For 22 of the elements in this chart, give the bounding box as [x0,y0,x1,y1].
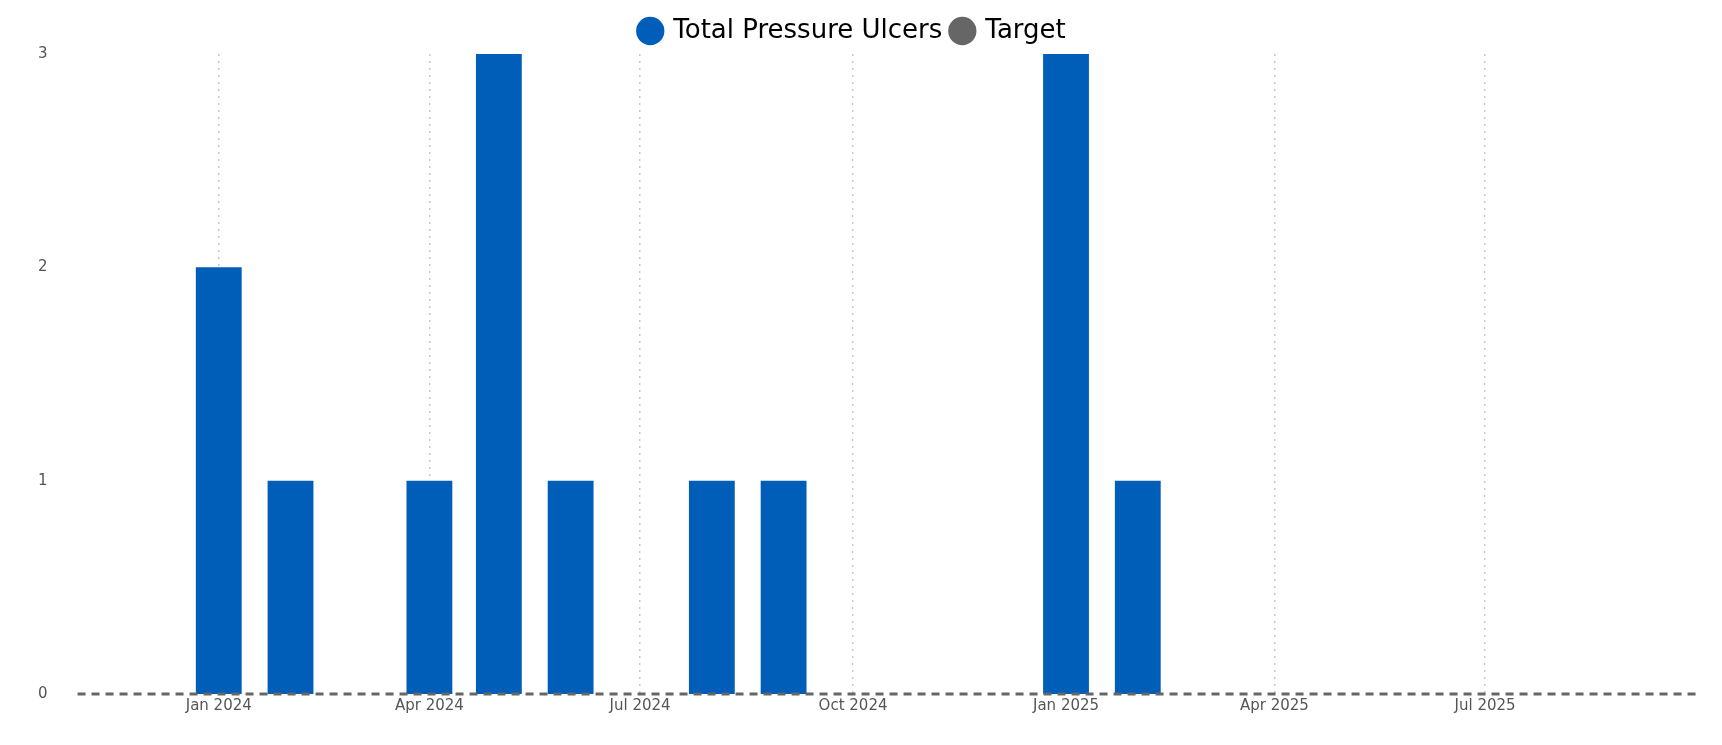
bar [406,480,453,694]
x-tick-label: Jan 2025 [1031,695,1100,714]
x-tick-label: Jul 2025 [1453,695,1516,714]
x-tick-label: Apr 2024 [394,695,464,714]
bar [547,480,594,694]
bar [1114,480,1161,694]
legend-label: Target [984,13,1066,44]
legend-label: Total Pressure Ulcers [672,13,943,44]
x-tick-label: Oct 2024 [818,695,888,714]
bar [267,480,314,694]
x-tick-label: Jan 2024 [184,695,252,714]
x-tick-label: Jul 2024 [608,695,671,714]
bar [688,480,735,694]
bar [195,267,242,694]
bar [1043,54,1089,694]
y-tick-label: 1 [38,470,48,489]
bar [760,480,807,694]
y-tick-label: 3 [38,43,48,62]
bar [475,54,522,694]
x-tick-label: Apr 2025 [1239,695,1309,714]
y-tick-label: 0 [38,683,48,702]
y-tick-label: 2 [38,257,48,276]
